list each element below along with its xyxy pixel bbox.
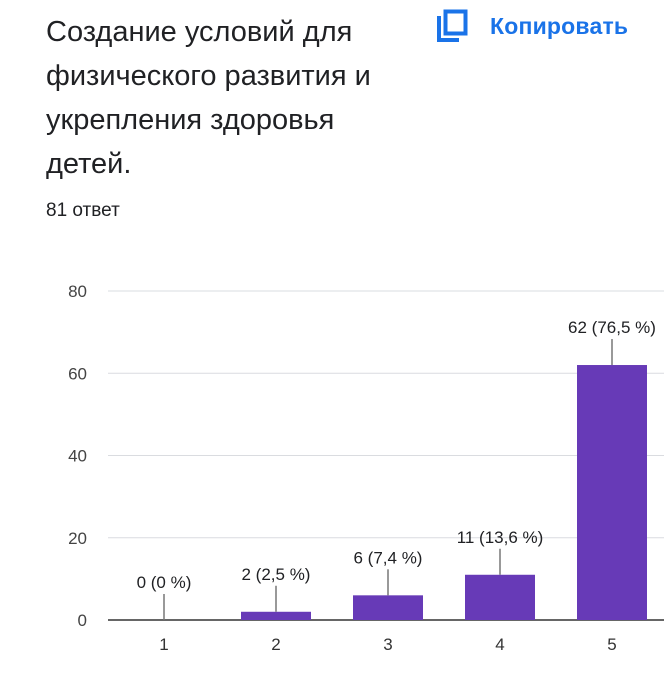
bar[interactable] bbox=[241, 611, 311, 620]
response-count: 81 ответ bbox=[46, 200, 120, 221]
x-axis-labels: 1 2 3 4 5 bbox=[159, 635, 616, 654]
x-tick-label: 1 bbox=[159, 635, 168, 654]
data-label: 0 (0 %) bbox=[137, 573, 192, 592]
data-label: 11 (13,6 %) bbox=[457, 528, 544, 547]
y-tick-label: 60 bbox=[68, 364, 87, 383]
y-tick-label: 0 bbox=[78, 611, 87, 630]
copy-button[interactable]: Копировать bbox=[434, 6, 628, 46]
bars bbox=[241, 365, 647, 620]
y-tick-label: 80 bbox=[68, 282, 87, 301]
x-tick-label: 5 bbox=[607, 635, 616, 654]
bar[interactable] bbox=[577, 365, 647, 620]
data-label: 6 (7,4 %) bbox=[354, 548, 423, 567]
x-tick-label: 2 bbox=[271, 635, 280, 654]
x-tick-label: 4 bbox=[495, 635, 504, 654]
question-title: Создание условий для физического развити… bbox=[46, 16, 371, 180]
x-tick-label: 3 bbox=[383, 635, 392, 654]
copy-icon bbox=[437, 9, 468, 42]
y-tick-label: 40 bbox=[68, 447, 87, 466]
data-labels: 0 (0 %) 2 (2,5 %) 6 (7,4 %) 11 (13,6 %) 62 (… bbox=[137, 318, 656, 620]
y-axis-ticks: 0 20 40 60 80 bbox=[68, 282, 87, 630]
copy-label: Копировать bbox=[490, 12, 629, 39]
data-label: 62 (76,5 %) bbox=[568, 318, 656, 337]
y-tick-label: 20 bbox=[68, 529, 87, 548]
bar-chart: 0 20 40 60 80 1 2 3 4 5 0 (0 %) 2 (2,5 %) 6 (7,4 %… bbox=[68, 282, 664, 654]
bar[interactable] bbox=[353, 595, 423, 620]
data-label: 2 (2,5 %) bbox=[242, 565, 311, 584]
bar[interactable] bbox=[465, 574, 535, 620]
